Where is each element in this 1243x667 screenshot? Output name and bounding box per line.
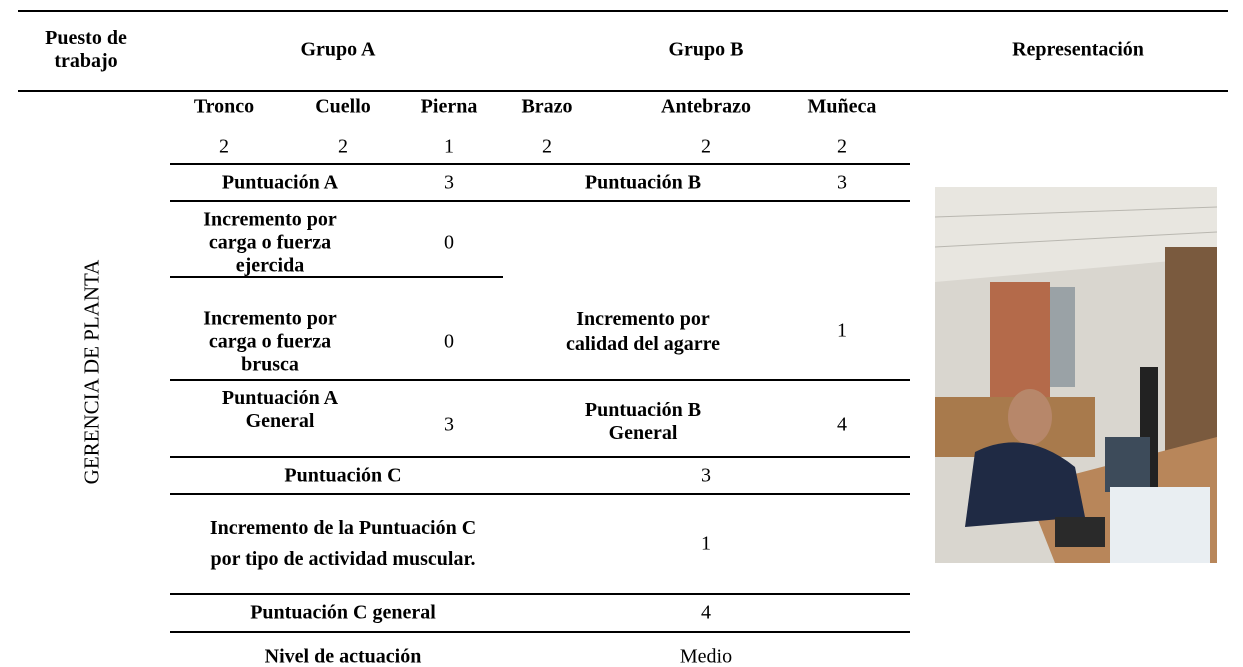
rule: [170, 200, 910, 202]
cell-label: Puntuación C: [284, 464, 402, 487]
row-label: GERENCIA DE PLANTA: [79, 259, 104, 485]
cell-label: Puntuación C general: [250, 601, 436, 624]
cell-label: Incremento por calidad del agarre: [565, 308, 721, 355]
cell-value: 3: [701, 464, 711, 487]
header-cell: Grupo A: [300, 38, 376, 61]
photo: [935, 187, 1217, 563]
header-cell: Grupo B: [668, 38, 744, 61]
rule: [18, 10, 1228, 12]
score: 2: [219, 135, 229, 158]
score: 1: [444, 135, 454, 158]
rule: [18, 90, 1228, 92]
subheader: Tronco: [193, 95, 255, 118]
subheader: Brazo: [521, 95, 573, 118]
header-cell: Puesto de trabajo: [45, 27, 127, 72]
score: 2: [701, 135, 711, 158]
subheader: Pierna: [420, 95, 478, 118]
cell-label: Nivel de actuación: [264, 645, 422, 667]
cell-value: 0: [444, 231, 454, 254]
cell-value: 1: [701, 532, 711, 555]
cell-label: Incremento de la Puntuación C por tipo d…: [209, 517, 477, 570]
cell-label: Incremento por carga o fuerza ejercida: [203, 208, 337, 277]
cell-label: Puntuación A: [221, 171, 339, 194]
cell-value: Medio: [679, 645, 733, 667]
rule: [170, 379, 910, 381]
cell-value: 1: [837, 319, 847, 342]
cell-label: Puntuación B General: [584, 399, 702, 444]
score: 2: [837, 135, 847, 158]
score: 2: [542, 135, 552, 158]
score: 2: [338, 135, 348, 158]
cell-label: Puntuación B: [584, 171, 702, 194]
cell-value: 3: [444, 413, 454, 436]
rule: [170, 163, 910, 165]
subheader: Cuello: [315, 95, 371, 118]
subheader: Muñeca: [807, 95, 877, 118]
rule: [170, 493, 910, 495]
subheader: Antebrazo: [661, 95, 751, 118]
rule: [170, 276, 503, 278]
cell-value: 0: [444, 330, 454, 353]
cell-value: 3: [444, 171, 454, 194]
cell-value: 4: [701, 601, 711, 624]
cell-value: 3: [837, 171, 847, 194]
rule: [170, 631, 910, 633]
cell-label: Puntuación A General: [221, 387, 339, 432]
header-cell: Representación: [1012, 38, 1144, 61]
cell-value: 4: [837, 413, 847, 436]
rule: [170, 593, 910, 595]
rule: [170, 456, 910, 458]
cell-label: Incremento por carga o fuerza brusca: [203, 307, 337, 376]
